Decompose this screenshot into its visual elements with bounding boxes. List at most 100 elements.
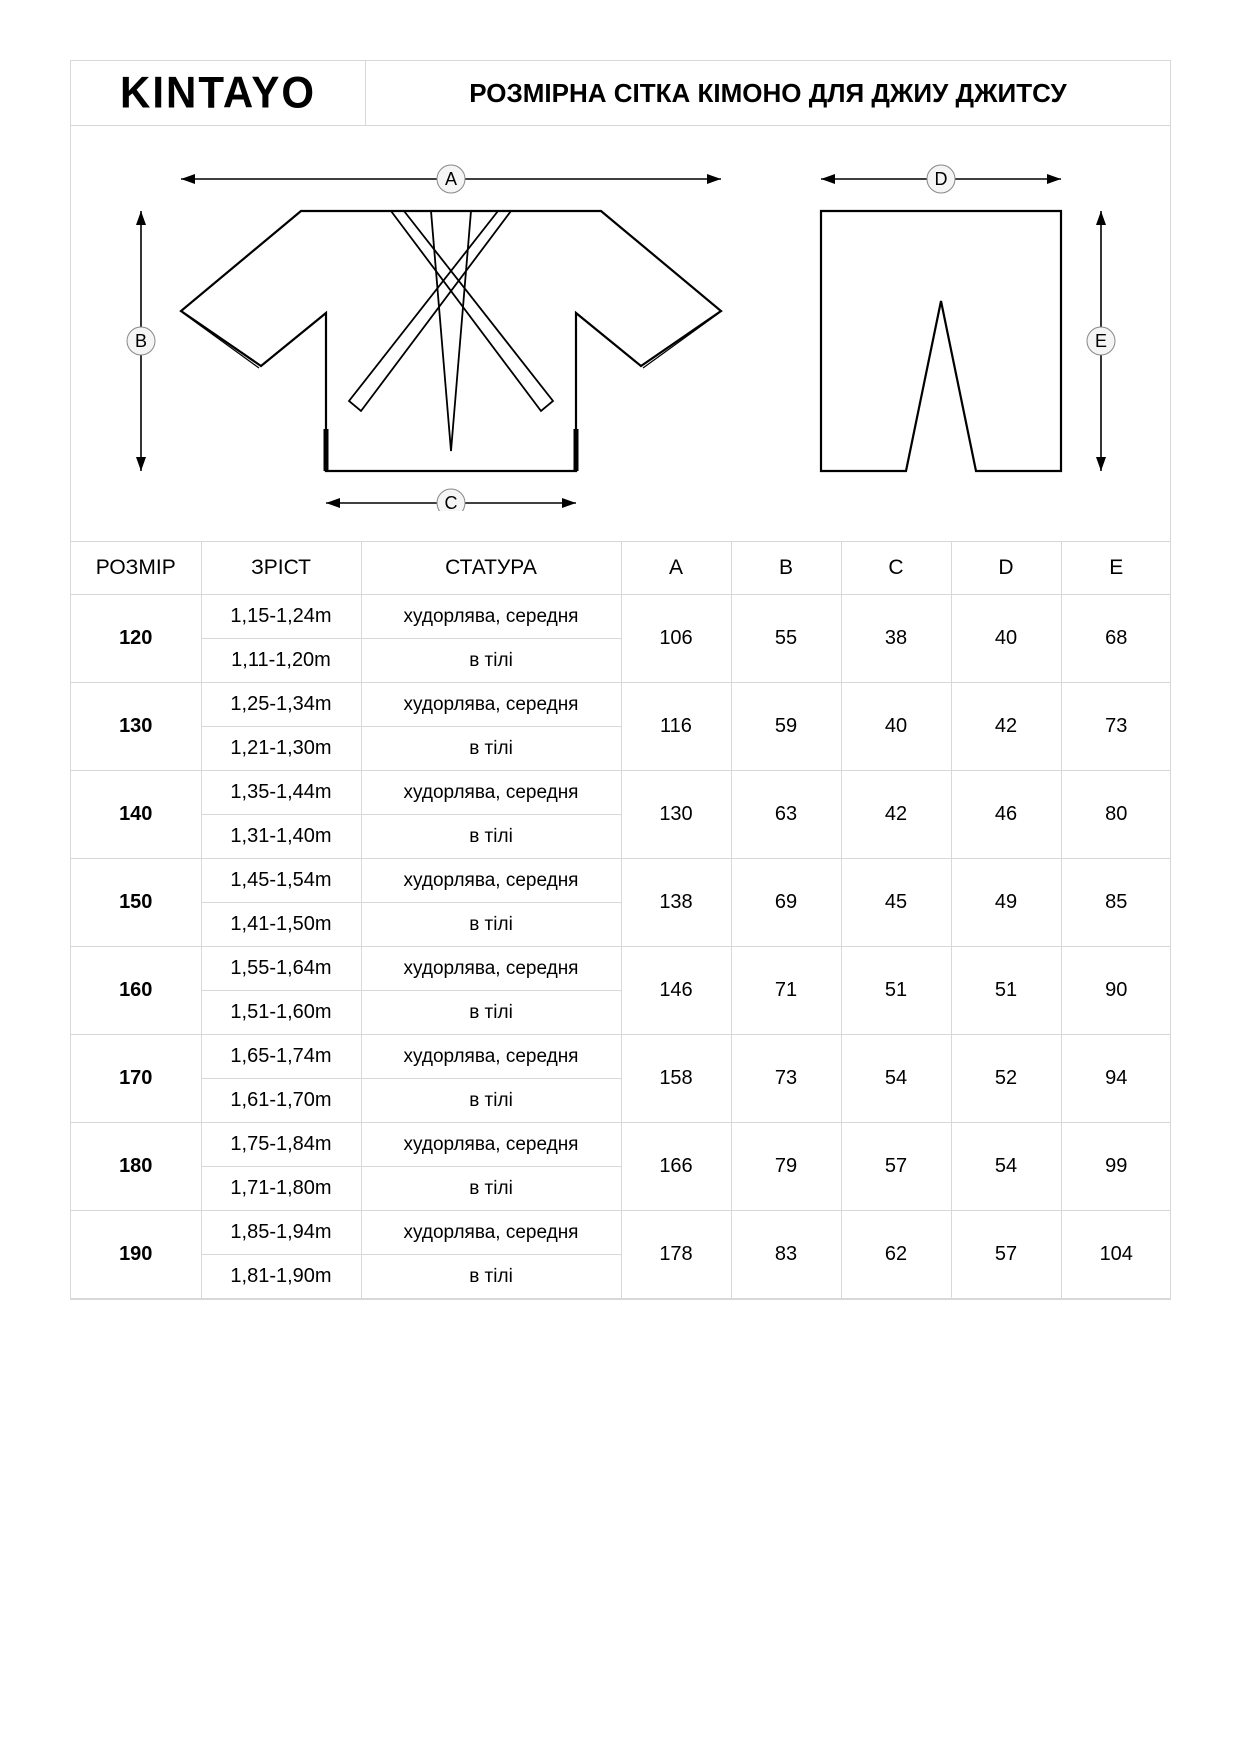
table-cell: в тілі <box>361 991 621 1035</box>
th-size: РОЗМІР <box>71 542 201 595</box>
table-row: 1801,75-1,84mхудорлява, середня166795754… <box>71 1123 1171 1167</box>
table-cell: худорлява, середня <box>361 1035 621 1079</box>
table-cell: 49 <box>951 859 1061 947</box>
diagram-cell: A C B <box>71 126 1170 542</box>
dim-label-b: B <box>134 331 146 351</box>
table-cell: 62 <box>841 1211 951 1299</box>
table-cell: 1,81-1,90m <box>201 1255 361 1299</box>
table-cell: 1,85-1,94m <box>201 1211 361 1255</box>
table-row: 1401,35-1,44mхудорлява, середня130634246… <box>71 771 1171 815</box>
table-cell: в тілі <box>361 727 621 771</box>
table-cell: 38 <box>841 595 951 683</box>
table-cell: 158 <box>621 1035 731 1123</box>
logo-cell: KINTAYO <box>71 61 366 125</box>
table-cell: 130 <box>621 771 731 859</box>
table-cell: в тілі <box>361 815 621 859</box>
table-row: 1301,25-1,34mхудорлява, середня116594042… <box>71 683 1171 727</box>
table-cell: 106 <box>621 595 731 683</box>
table-cell: 94 <box>1061 1035 1171 1123</box>
table-cell: 79 <box>731 1123 841 1211</box>
table-cell: 71 <box>731 947 841 1035</box>
table-cell: 73 <box>731 1035 841 1123</box>
table-cell: в тілі <box>361 1255 621 1299</box>
table-cell: 146 <box>621 947 731 1035</box>
table-cell: 57 <box>841 1123 951 1211</box>
table-cell: 42 <box>841 771 951 859</box>
table-cell: 150 <box>71 859 201 947</box>
table-cell: 54 <box>951 1123 1061 1211</box>
table-cell: 1,31-1,40m <box>201 815 361 859</box>
table-cell: 170 <box>71 1035 201 1123</box>
kimono-diagram: A C B <box>121 151 1121 511</box>
th-height: ЗРІСТ <box>201 542 361 595</box>
table-cell: в тілі <box>361 1167 621 1211</box>
table-cell: 68 <box>1061 595 1171 683</box>
table-row: 1601,55-1,64mхудорлява, середня146715151… <box>71 947 1171 991</box>
table-cell: 45 <box>841 859 951 947</box>
table-row: 1901,85-1,94mхудорлява, середня178836257… <box>71 1211 1171 1255</box>
table-cell: худорлява, середня <box>361 595 621 639</box>
table-cell: 69 <box>731 859 841 947</box>
table-cell: 180 <box>71 1123 201 1211</box>
table-cell: 116 <box>621 683 731 771</box>
title-cell: РОЗМІРНА СІТКА КІМОНО ДЛЯ ДЖИУ ДЖИТСУ <box>366 61 1170 125</box>
table-cell: 190 <box>71 1211 201 1299</box>
th-build: СТАТУРА <box>361 542 621 595</box>
size-chart-sheet: KINTAYO РОЗМІРНА СІТКА КІМОНО ДЛЯ ДЖИУ Д… <box>70 60 1171 1300</box>
table-cell: худорлява, середня <box>361 683 621 727</box>
table-row: 1701,65-1,74mхудорлява, середня158735452… <box>71 1035 1171 1079</box>
table-cell: 54 <box>841 1035 951 1123</box>
table-cell: 63 <box>731 771 841 859</box>
th-d: D <box>951 542 1061 595</box>
th-c: C <box>841 542 951 595</box>
table-cell: 120 <box>71 595 201 683</box>
table-cell: худорлява, середня <box>361 1123 621 1167</box>
table-cell: 104 <box>1061 1211 1171 1299</box>
table-cell: 1,65-1,74m <box>201 1035 361 1079</box>
table-cell: 83 <box>731 1211 841 1299</box>
table-cell: худорлява, середня <box>361 771 621 815</box>
table-cell: в тілі <box>361 1079 621 1123</box>
table-cell: 140 <box>71 771 201 859</box>
table-cell: в тілі <box>361 903 621 947</box>
table-cell: 1,55-1,64m <box>201 947 361 991</box>
table-cell: 40 <box>841 683 951 771</box>
table-cell: 57 <box>951 1211 1061 1299</box>
table-row: 1501,45-1,54mхудорлява, середня138694549… <box>71 859 1171 903</box>
th-b: B <box>731 542 841 595</box>
table-cell: в тілі <box>361 639 621 683</box>
dim-label-c: C <box>444 493 457 511</box>
table-cell: худорлява, середня <box>361 947 621 991</box>
table-cell: 160 <box>71 947 201 1035</box>
brand-logo: KINTAYO <box>120 68 316 118</box>
th-e: E <box>1061 542 1171 595</box>
table-cell: 1,25-1,34m <box>201 683 361 727</box>
dim-label-a: A <box>444 169 456 189</box>
table-header-row: РОЗМІР ЗРІСТ СТАТУРА A B C D E <box>71 542 1171 595</box>
table-cell: 1,41-1,50m <box>201 903 361 947</box>
table-cell: 1,15-1,24m <box>201 595 361 639</box>
table-cell: 51 <box>841 947 951 1035</box>
table-cell: 80 <box>1061 771 1171 859</box>
table-cell: 85 <box>1061 859 1171 947</box>
table-cell: 1,11-1,20m <box>201 639 361 683</box>
table-cell: 1,75-1,84m <box>201 1123 361 1167</box>
table-cell: 178 <box>621 1211 731 1299</box>
table-cell: 90 <box>1061 947 1171 1035</box>
table-cell: 130 <box>71 683 201 771</box>
table-cell: 166 <box>621 1123 731 1211</box>
table-cell: 1,21-1,30m <box>201 727 361 771</box>
table-cell: 46 <box>951 771 1061 859</box>
header-row: KINTAYO РОЗМІРНА СІТКА КІМОНО ДЛЯ ДЖИУ Д… <box>71 61 1170 126</box>
th-a: A <box>621 542 731 595</box>
table-cell: 40 <box>951 595 1061 683</box>
table-cell: 138 <box>621 859 731 947</box>
size-table: РОЗМІР ЗРІСТ СТАТУРА A B C D E 1201,15-1… <box>71 542 1171 1299</box>
table-cell: 1,71-1,80m <box>201 1167 361 1211</box>
table-cell: 59 <box>731 683 841 771</box>
table-cell: худорлява, середня <box>361 859 621 903</box>
table-row: 1201,15-1,24mхудорлява, середня106553840… <box>71 595 1171 639</box>
table-cell: 73 <box>1061 683 1171 771</box>
table-cell: 99 <box>1061 1123 1171 1211</box>
table-cell: 1,51-1,60m <box>201 991 361 1035</box>
